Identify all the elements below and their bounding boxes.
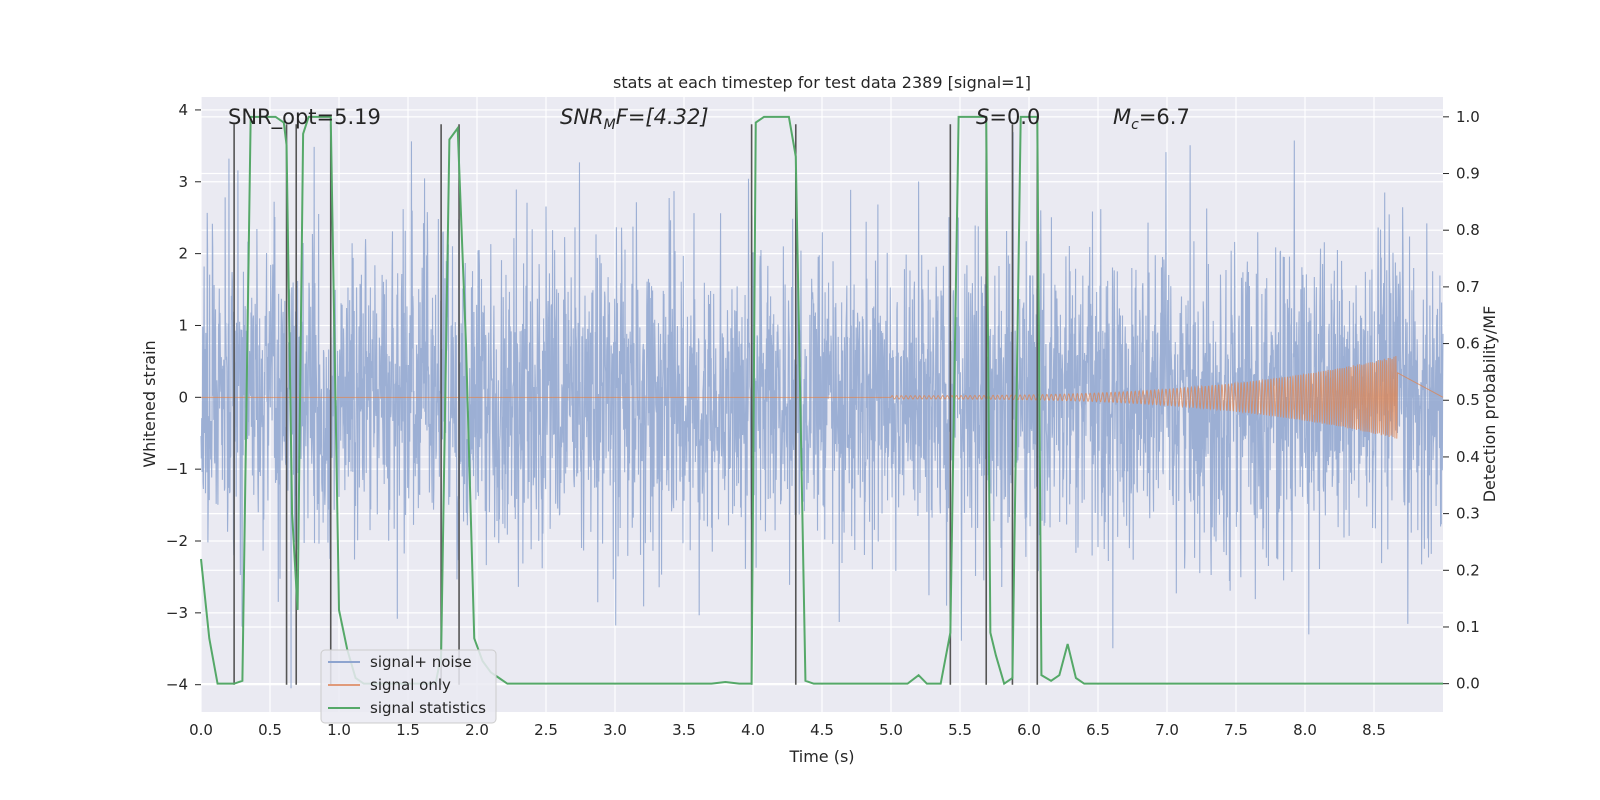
x-tick-label-1: 0.5: [258, 721, 282, 739]
y-left-tick-label-3: −1: [166, 460, 188, 478]
y-left-axis-label: Whitened strain: [140, 340, 159, 467]
annotation-s: S=0.0: [976, 105, 1040, 129]
y-left-tick-label-7: 3: [178, 173, 188, 191]
annotation-mc: Mc=6.7: [1113, 105, 1190, 133]
noise-line: [200, 132, 1444, 689]
x-tick-label-7: 3.5: [672, 721, 696, 739]
y-left-tick-label-5: 1: [178, 316, 188, 334]
y-right-tick-label-1: 0.1: [1456, 618, 1480, 636]
annotation-snr-opt: SNR_opt=5.19: [228, 105, 381, 130]
x-tick-label-16: 8.0: [1293, 721, 1317, 739]
legend: signal+ noise signal only signal statist…: [320, 649, 497, 724]
legend-label-stats: signal statistics: [370, 699, 486, 717]
x-tick-label-10: 5.0: [879, 721, 903, 739]
x-tick-label-15: 7.5: [1224, 721, 1248, 739]
signal-noise-series: [200, 132, 1444, 689]
y-left-tick-label-2: −2: [166, 532, 188, 550]
y-left-axis-ticks: −4 −3 −2 −1 0 1 2 3 4: [166, 101, 201, 694]
y-left-tick-label-1: −3: [166, 604, 188, 622]
x-tick-label-14: 7.0: [1155, 721, 1179, 739]
y-right-tick-label-4: 0.4: [1456, 448, 1480, 466]
x-tick-label-9: 4.5: [810, 721, 834, 739]
y-right-tick-label-6: 0.6: [1456, 335, 1480, 353]
x-tick-label-5: 2.5: [534, 721, 558, 739]
x-axis-label: Time (s): [788, 747, 854, 766]
x-tick-label-6: 3.0: [603, 721, 627, 739]
y-left-tick-label-4: 0: [178, 388, 188, 406]
y-right-tick-label-5: 0.5: [1456, 391, 1480, 409]
y-left-tick-label-8: 4: [178, 101, 188, 119]
x-tick-label-2: 1.0: [327, 721, 351, 739]
y-right-tick-label-10: 1.0: [1456, 108, 1480, 126]
x-tick-label-11: 5.5: [948, 721, 972, 739]
x-tick-label-13: 6.5: [1086, 721, 1110, 739]
x-tick-label-17: 8.5: [1362, 721, 1386, 739]
x-tick-label-12: 6.0: [1017, 721, 1041, 739]
x-axis-ticks: 0.0 0.5 1.0 1.5 2.0 2.5 3.0 3.5 4.0 4.5 5.0 5.5 6.0 6…: [189, 721, 1386, 739]
y-right-tick-label-7: 0.7: [1456, 278, 1480, 296]
y-right-tick-label-2: 0.2: [1456, 561, 1480, 579]
chart-title: stats at each timestep for test data 238…: [613, 73, 1031, 92]
x-tick-label-3: 1.5: [396, 721, 420, 739]
legend-label-noise: signal+ noise: [370, 653, 472, 671]
legend-box: [320, 649, 497, 724]
signal-line: [200, 356, 1444, 439]
y-right-axis-label: Detection probability/MF: [1480, 306, 1499, 503]
annotation-snr-mf: SNRMF=[4.32]: [560, 105, 709, 133]
signal-only-series: [200, 356, 1444, 439]
y-right-tick-label-3: 0.3: [1456, 505, 1480, 523]
y-left-tick-label-6: 2: [178, 245, 188, 263]
legend-label-signal: signal only: [370, 676, 451, 694]
x-tick-label-4: 2.0: [465, 721, 489, 739]
y-right-axis-ticks: 0.0 0.1 0.2 0.3 0.4 0.5 0.6 0.7 0.8 0.9 1.0: [1443, 108, 1480, 693]
stats-line: [200, 115, 1443, 686]
x-tick-label-0: 0.0: [189, 721, 213, 739]
y-right-tick-label-0: 0.0: [1456, 675, 1480, 693]
y-right-tick-label-9: 0.9: [1456, 165, 1480, 183]
signal-statistics-series: [200, 115, 1443, 686]
x-tick-label-8: 4.0: [741, 721, 765, 739]
y-right-tick-label-8: 0.8: [1456, 221, 1480, 239]
y-left-tick-label-0: −4: [166, 676, 188, 694]
